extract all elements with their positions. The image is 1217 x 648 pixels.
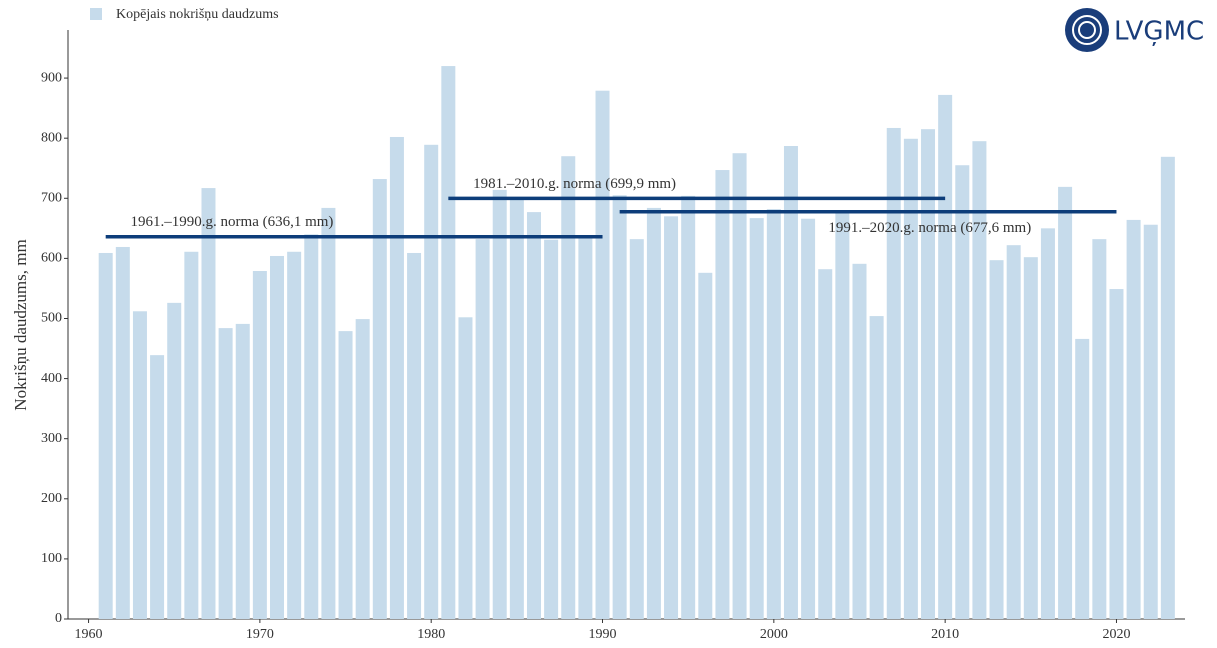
bar [646,207,661,619]
bar [818,269,833,619]
bar [1058,186,1073,619]
bar [1092,239,1107,620]
bar [321,207,336,619]
bar [681,195,696,619]
bar [801,218,816,620]
norm-label: 1991.–2020.g. norma (677,6 mm) [828,220,1031,236]
x-tick-label: 2000 [760,627,788,642]
bar [612,195,627,619]
bar [955,165,970,619]
bar [903,138,918,619]
legend-label: Kopējais nokrišņu daudzums [116,7,279,22]
bar [544,239,559,620]
bar [698,272,713,619]
x-tick-label: 1990 [589,627,617,642]
bar [509,197,524,619]
y-tick-label: 400 [41,371,62,386]
x-tick-label: 2020 [1102,627,1130,642]
bar [304,234,319,620]
bar [132,311,147,619]
y-tick-label: 300 [41,431,62,446]
bar [1040,228,1055,619]
bar [407,252,422,619]
bar [852,263,867,619]
bar [150,355,165,619]
bar [629,239,644,620]
bar [835,210,850,619]
y-tick-label: 100 [41,551,62,566]
y-tick-label: 600 [41,251,62,266]
bar [1023,257,1038,619]
bar [886,127,901,620]
bar [355,319,370,619]
bar [167,302,182,619]
bar [1109,289,1124,619]
bar [972,141,987,619]
y-tick-label: 700 [41,191,62,206]
y-tick-label: 800 [41,130,62,145]
bar [270,255,285,619]
y-tick-label: 0 [55,611,62,626]
bar [252,271,267,619]
bar [235,323,250,619]
x-tick-label: 1980 [417,627,445,642]
norm-label: 1981.–2010.g. norma (699,9 mm) [473,176,676,192]
bar [783,145,798,619]
y-tick-label: 500 [41,311,62,326]
bar [184,251,199,619]
bar [492,189,507,619]
bar [287,251,302,619]
bar [372,179,387,620]
bar [338,331,353,619]
bar [441,66,456,620]
bar [938,94,953,619]
bar [1160,156,1175,619]
logo-icon [1065,8,1109,52]
bar [578,236,593,619]
y-tick-label: 200 [41,491,62,506]
bar [218,328,233,619]
bar [1143,224,1158,620]
logo-text: LVĢMC [1114,17,1204,47]
bar [869,316,884,619]
bar [921,129,936,619]
bar [1006,245,1021,619]
logo-icon-ring [1072,15,1102,45]
bar [424,144,439,619]
y-axis-label: Nokrišņu daudzums, mm [11,239,30,410]
bar [732,153,747,620]
bar [749,218,764,619]
bar [561,156,576,619]
bar [98,252,113,619]
bar [458,317,473,619]
x-tick-label: 2010 [931,627,959,642]
legend-swatch [90,8,102,20]
y-tick-label: 900 [41,70,62,85]
logo-icon-ring [1078,21,1096,39]
bar [664,216,679,619]
bar [526,212,541,619]
bar [715,170,730,619]
bar [201,188,216,620]
bar [595,90,610,619]
bar [115,246,130,619]
x-tick-label: 1970 [246,627,274,642]
bar [989,260,1004,619]
x-tick-label: 1960 [75,627,103,642]
bar [1126,219,1141,619]
bar [389,136,404,619]
bar [766,209,781,620]
bar [475,239,490,620]
bar [1075,338,1090,619]
norm-label: 1961.–1990.g. norma (636,1 mm) [131,214,334,230]
